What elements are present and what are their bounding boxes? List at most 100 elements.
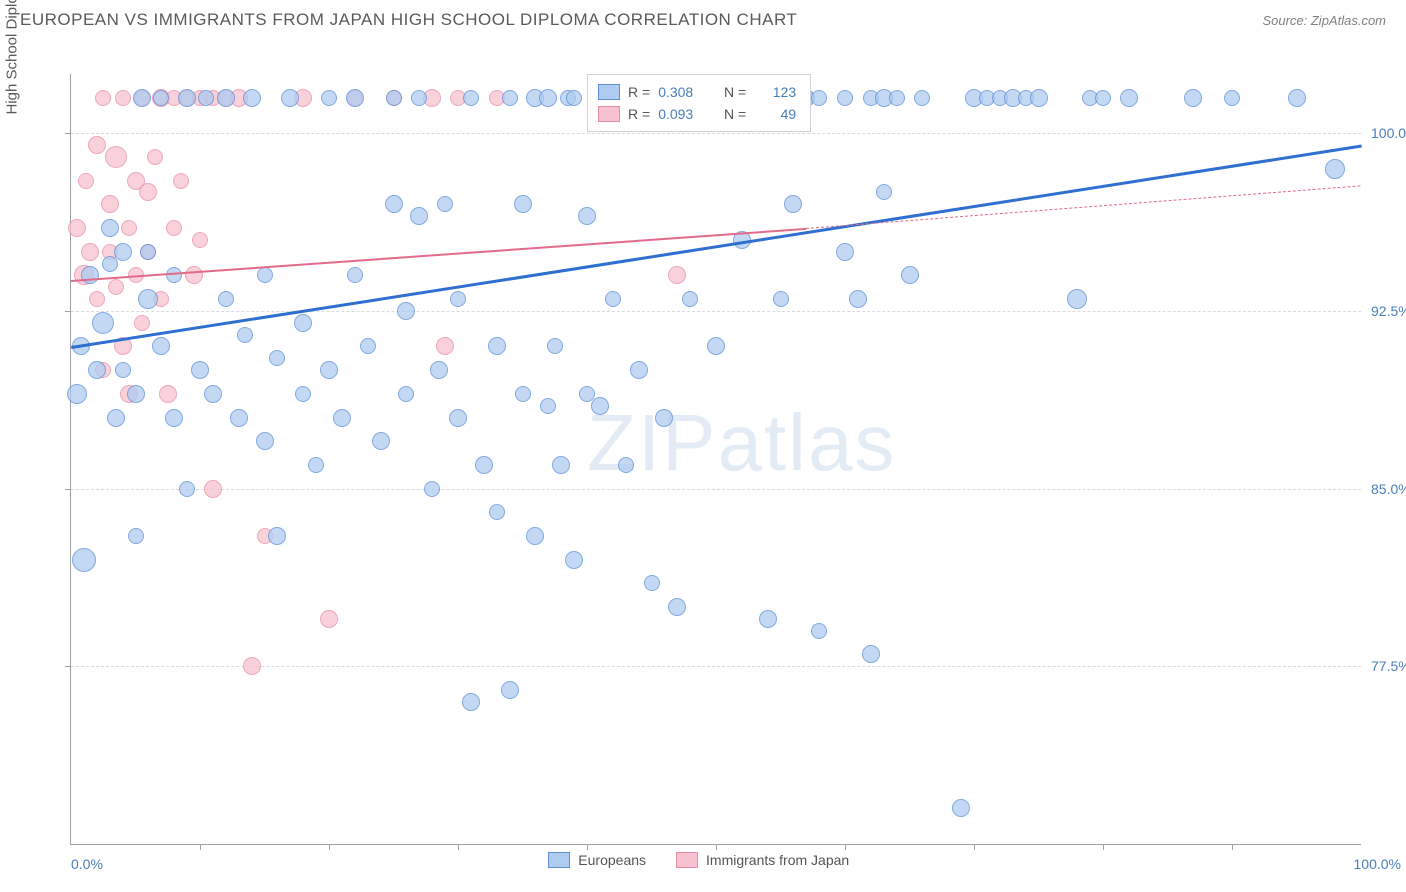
data-point-pink [89,291,105,307]
data-point-blue [269,350,285,366]
data-point-pink [88,136,106,154]
data-point-blue [707,337,725,355]
data-point-blue [198,90,214,106]
watermark: ZIPatlas [587,397,896,489]
data-point-blue [81,266,99,284]
data-point-pink [115,90,131,106]
data-point-pink [204,480,222,498]
x-tick [1103,844,1104,850]
y-tick [65,489,71,490]
data-point-blue [128,528,144,544]
x-tick [200,844,201,850]
chart-title: EUROPEAN VS IMMIGRANTS FROM JAPAN HIGH S… [20,10,797,30]
n-value: 123 [754,84,796,100]
data-point-blue [424,481,440,497]
pink-swatch [598,106,620,122]
x-tick [974,844,975,850]
data-point-pink [173,173,189,189]
data-point-blue [107,409,125,427]
data-point-pink [134,315,150,331]
data-point-blue [811,623,827,639]
data-point-blue [552,456,570,474]
y-tick [65,666,71,667]
n-label: N = [724,106,746,122]
data-point-blue [204,385,222,403]
data-point-pink [81,243,99,261]
data-point-blue [591,397,609,415]
y-axis-label: High School Diploma [4,0,21,115]
data-point-blue [92,312,114,334]
x-tick [587,844,588,850]
trend-line [71,228,806,282]
legend-item-pink: Immigrants from Japan [676,852,849,868]
data-point-pink [121,220,137,236]
data-point-blue [386,90,402,106]
data-point-blue [138,289,158,309]
data-point-pink [147,149,163,165]
data-point-blue [526,527,544,545]
data-point-blue [862,645,880,663]
data-point-pink [668,266,686,284]
blue-swatch [598,84,620,100]
data-point-blue [346,89,364,107]
data-point-pink [192,232,208,248]
data-point-blue [218,291,234,307]
data-point-blue [849,290,867,308]
data-point-blue [101,219,119,237]
data-point-blue [1095,90,1111,106]
data-point-blue [152,337,170,355]
y-tick-label: 77.5% [1371,658,1406,674]
y-tick-label: 92.5% [1371,303,1406,319]
data-point-blue [140,244,156,260]
data-point-blue [295,386,311,402]
stats-row: R =0.308 N =123 [598,81,796,103]
data-point-pink [108,279,124,295]
plot-region: ZIPatlas 77.5%85.0%92.5%100.0%0.0%100.0%… [70,74,1361,845]
data-point-blue [1325,159,1345,179]
data-point-blue [115,362,131,378]
data-point-pink [78,173,94,189]
data-point-blue [1288,89,1306,107]
stats-row: R =0.093 N =49 [598,103,796,125]
gridline [71,666,1361,667]
data-point-blue [488,337,506,355]
data-point-blue [437,196,453,212]
data-point-blue [133,89,151,107]
data-point-blue [385,195,403,213]
data-point-blue [514,195,532,213]
gridline [71,489,1361,490]
data-point-blue [72,548,96,572]
y-tick [65,133,71,134]
data-point-blue [165,409,183,427]
data-point-blue [410,207,428,225]
r-label: R = [628,84,650,100]
data-point-pink [436,337,454,355]
data-point-pink [95,90,111,106]
data-point-blue [566,90,582,106]
data-point-blue [889,90,905,106]
data-point-blue [914,90,930,106]
legend-label: Immigrants from Japan [706,852,849,868]
data-point-pink [320,610,338,628]
data-point-blue [411,90,427,106]
data-point-blue [217,89,235,107]
data-point-blue [153,90,169,106]
data-point-pink [101,195,119,213]
x-tick [716,844,717,850]
data-point-blue [430,361,448,379]
data-point-pink [68,219,86,237]
data-point-blue [398,386,414,402]
r-value: 0.093 [658,106,700,122]
r-label: R = [628,106,650,122]
data-point-blue [360,338,376,354]
data-point-blue [547,338,563,354]
y-tick [65,311,71,312]
trend-line [71,145,1361,349]
n-label: N = [724,84,746,100]
data-point-blue [1224,90,1240,106]
gridline [71,133,1361,134]
data-point-blue [501,681,519,699]
x-tick [1232,844,1233,850]
data-point-blue [333,409,351,427]
data-point-blue [668,598,686,616]
